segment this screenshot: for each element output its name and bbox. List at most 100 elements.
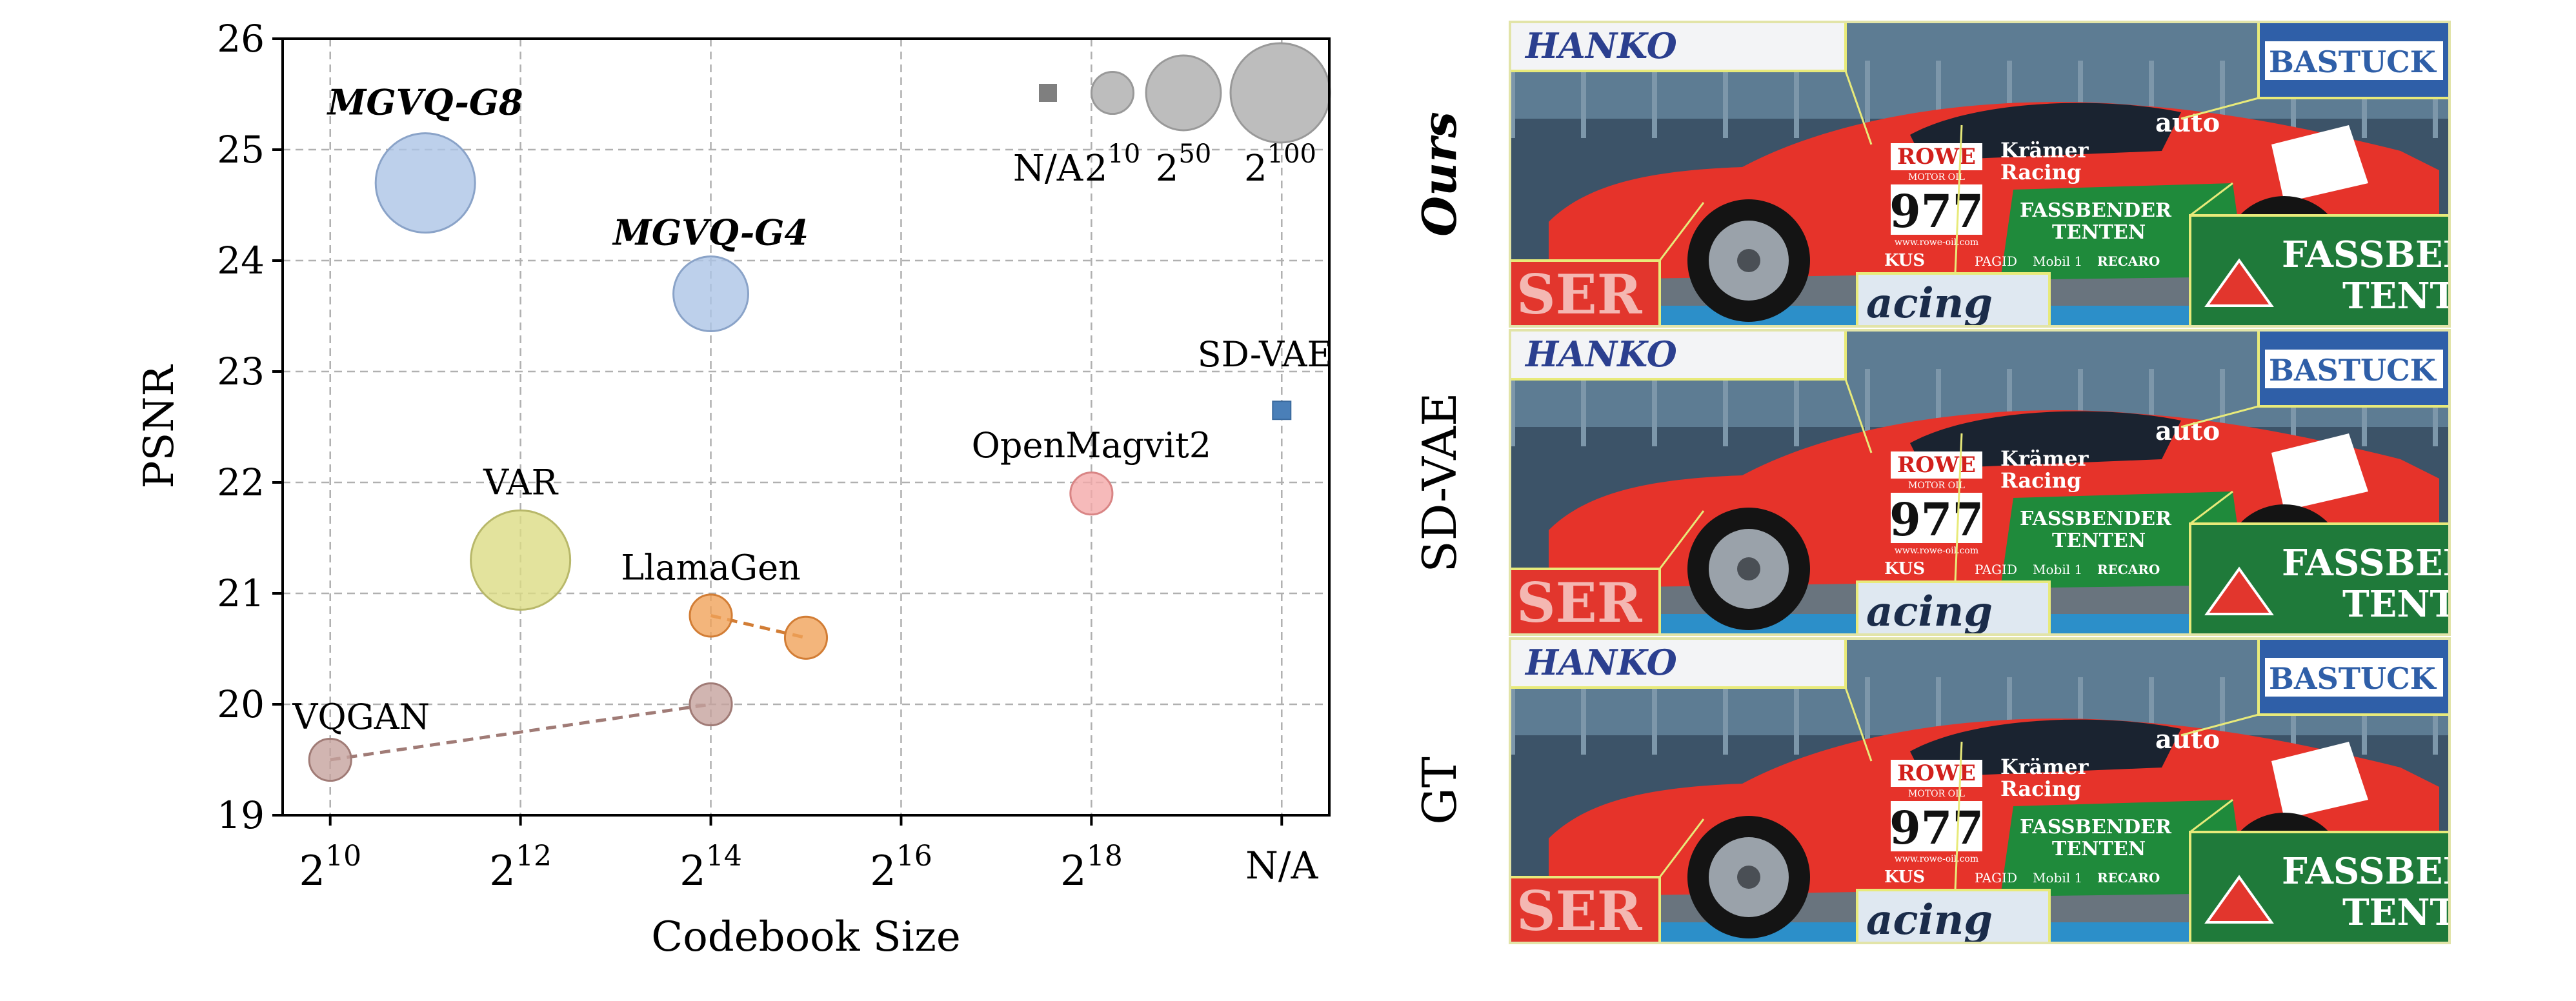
side-sponsor-2: TENTEN (2052, 838, 2146, 860)
bottom-sponsor-mid2: Mobil 1 (2033, 562, 2082, 577)
inset-tenten-text: TENTEN (2342, 275, 2517, 317)
inset-connector (2180, 713, 2259, 737)
inset-acing-text: acing (1866, 279, 1993, 328)
bottom-sponsor-mid: PAGID (1975, 253, 2017, 269)
stand-post (1794, 61, 1799, 138)
stand-post (2007, 369, 2012, 446)
inset-connector (1844, 70, 1873, 145)
legend-marker-na (1039, 84, 1057, 102)
panel-frame (1509, 329, 2451, 636)
rowe-plate (1891, 451, 1982, 479)
bottom-sponsor-mid2: Mobil 1 (2033, 253, 2082, 269)
inset-bastuck-text: BASTUCK (2269, 661, 2437, 696)
rowe-plate (1891, 143, 1982, 170)
inset-bastuck-plate (2265, 658, 2443, 697)
car-url: www.rowe-oil.com (1895, 854, 1978, 864)
number-plate (1891, 493, 1982, 543)
row-label: Ours (1412, 112, 1467, 237)
stand-post (1581, 369, 1586, 446)
y-tick-label: 23 (217, 350, 265, 393)
car-number: 977 (1889, 184, 1984, 238)
legend-marker-10 (1090, 70, 1135, 115)
inset-tenten-text: TENTEN (2342, 583, 2517, 626)
team-name-2: Racing (2000, 160, 2081, 184)
triangle-icon (2204, 566, 2274, 615)
car-url: www.rowe-oil.com (1895, 237, 1978, 248)
inset-connector (2189, 182, 2233, 217)
stand-post (1794, 369, 1799, 446)
inset-acing (1856, 272, 2051, 328)
inset-connector (1844, 687, 1873, 762)
vqgan-point (689, 682, 733, 727)
series-labels: MGVQ-G8 MGVQ-G4 VAR LlamaGen VQGAN OpenMagvit… (292, 82, 1333, 737)
openmagvit2-point (1069, 471, 1114, 516)
llamagen-point (689, 593, 733, 638)
inset-bastuck-plate (2265, 41, 2443, 80)
legend-label: N/A (1013, 148, 1083, 190)
y-tick-label: 26 (217, 17, 265, 61)
x-axis-label: Codebook Size (651, 913, 960, 961)
inset-fassbender-text: FASSBENDER (2282, 850, 2565, 893)
stand-post (2078, 61, 2083, 138)
team-name-1: Krämer (2000, 138, 2089, 163)
stand-post (1865, 61, 1870, 138)
inset-fassbender-text: FASSBENDER (2282, 233, 2565, 276)
legend-label: 210 (1085, 139, 1141, 190)
stand-post (1936, 369, 1941, 446)
sd-vae-point (1272, 401, 1292, 421)
bottom-sponsor-mid: PAGID (1975, 870, 2017, 886)
stand-post (1936, 677, 1941, 755)
stand-post (1510, 677, 1515, 755)
y-axis-label: PSNR (136, 364, 183, 489)
inset-ser (1509, 568, 1661, 636)
bottom-sponsor-mid: PAGID (1975, 562, 2017, 577)
stand-post (1652, 61, 1657, 138)
row-label: SD-VAE (1413, 392, 1467, 572)
vqgan-line (330, 702, 711, 762)
llamagen-label: LlamaGen (621, 547, 801, 588)
panel-frame (1509, 637, 2451, 944)
size-legend: N/A 210 250 2100 (1013, 42, 1331, 190)
stand-post (1865, 369, 1870, 446)
inset-bastuck-text: BASTUCK (2269, 353, 2437, 388)
row-label: GT (1413, 757, 1467, 825)
side-sponsor-1: FASSBENDER (2020, 816, 2172, 838)
stand-post (2149, 677, 2154, 755)
series-points (308, 132, 1292, 782)
stand-post (2220, 677, 2225, 755)
sd-vae-label: SD-VAE (1198, 334, 1333, 375)
side-sponsor-2: TENTEN (2052, 221, 2146, 244)
inset-tenten-text: TENTEN (2342, 891, 2517, 934)
inset-connector (1954, 124, 1963, 274)
inset-hanko (1509, 329, 1847, 381)
door-logo: auto (2155, 724, 2220, 755)
x-ticks: 210 212 214 216 218 N/A (299, 815, 1318, 895)
mgvq-g4-point (672, 255, 750, 333)
var-point (470, 509, 572, 611)
x-tick-label: 210 (299, 840, 361, 895)
y-tick-label: 19 (217, 793, 265, 837)
y-tick-label: 22 (217, 461, 265, 504)
car-green-panel (2000, 800, 2246, 897)
stand-post (1652, 369, 1657, 446)
psnr-vs-codebook-chart: MGVQ-G8 MGVQ-G4 VAR LlamaGen VQGAN OpenMagvit… (136, 17, 1333, 961)
inset-connector (1658, 510, 1705, 570)
stand-post (1723, 61, 1728, 138)
side-sponsor-2: TENTEN (2052, 530, 2146, 552)
legend-label: 250 (1156, 139, 1212, 190)
car-white-stripe (2271, 742, 2368, 819)
x-tick-label: 218 (1060, 840, 1123, 895)
mgvq-g8-label: MGVQ-G8 (327, 82, 523, 123)
inset-connector (1658, 818, 1705, 878)
side-sponsor-1: FASSBENDER (2020, 508, 2172, 530)
triangle-icon (2204, 258, 2274, 307)
car-green-panel (2000, 491, 2246, 588)
team-name-2: Racing (2000, 777, 2081, 801)
inset-fassbender-text: FASSBENDER (2282, 542, 2565, 584)
inset-connector (1954, 433, 1963, 582)
inset-hanko-text: HANKO (1524, 25, 1677, 66)
